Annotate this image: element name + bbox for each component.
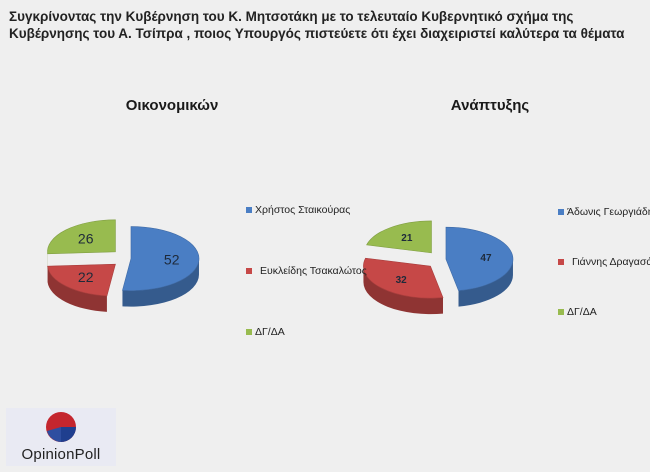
- pie-slice-side: [363, 266, 443, 315]
- pie-data-label: 32: [396, 275, 408, 286]
- legend-label: ΔΓ/ΔΑ: [567, 306, 597, 318]
- legend-swatch: [558, 259, 564, 265]
- pie-slice: [366, 220, 432, 254]
- logo-mark-icon: [46, 412, 76, 442]
- logo-text: OpinionPoll: [21, 446, 101, 463]
- page-title: Συγκρίνοντας την Κυβέρνηση του Κ. Μητσοτ…: [9, 9, 625, 41]
- pie-slice-side: [122, 258, 199, 307]
- pie-slice: [47, 263, 116, 297]
- pie-data-label: 26: [78, 231, 94, 247]
- legend-label: Άδωνις Γεωργιάδης: [567, 206, 650, 218]
- legend-swatch: [246, 329, 252, 335]
- legend-label: Γιάννης Δραγασάκης: [572, 256, 650, 268]
- legend-swatch: [558, 309, 564, 315]
- pie-chart-1: 47 32 21: [363, 220, 514, 315]
- pie-data-label: 52: [164, 252, 180, 268]
- pie-slice: [47, 219, 116, 255]
- legend-label: Χρήστος Σταικούρας: [255, 204, 351, 216]
- chart-title-finance: Οικονομικών: [125, 97, 219, 114]
- pie-chart-0: 52 22 26: [47, 219, 200, 312]
- pie-slice: [445, 226, 514, 291]
- pie-slice-side: [458, 259, 513, 307]
- pie-slice: [122, 226, 200, 291]
- pie-slice: [363, 257, 444, 299]
- legend-label: ΔΓ/ΔΑ: [255, 326, 285, 338]
- pie-data-label: 47: [480, 253, 492, 264]
- legend-swatch: [558, 209, 564, 215]
- legend-swatch: [246, 207, 252, 213]
- chart-title-development: Ανάπτυξης: [450, 97, 530, 114]
- opinionpoll-logo: OpinionPoll: [6, 408, 116, 466]
- pie-slice-side: [47, 266, 107, 312]
- pie-data-label: 21: [401, 233, 413, 244]
- legend-label: Ευκλείδης Τσακαλώτος: [260, 265, 367, 277]
- legend-swatch: [246, 268, 252, 274]
- pie-data-label: 22: [78, 269, 94, 285]
